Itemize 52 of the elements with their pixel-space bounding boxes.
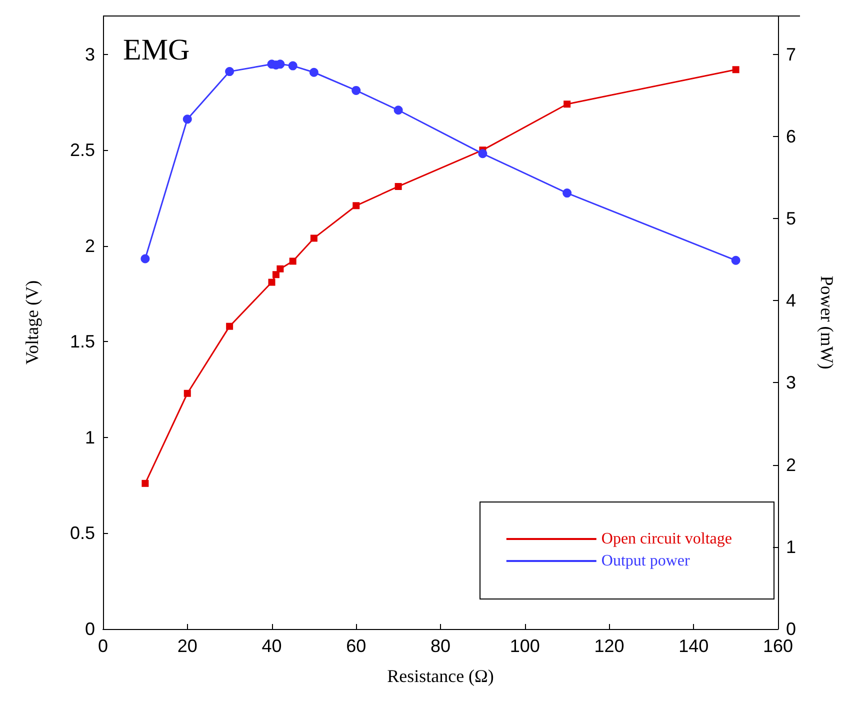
y-tick-label: 0.5 xyxy=(70,523,95,544)
point xyxy=(288,61,298,70)
point xyxy=(352,86,361,95)
point xyxy=(352,202,360,210)
x-axis-title: Resistance (Ω) xyxy=(387,666,494,686)
x-tick-label: 20 xyxy=(177,636,198,656)
x-tick-label: 120 xyxy=(594,636,624,656)
y-tick-label: 1.5 xyxy=(70,332,95,352)
point xyxy=(310,234,318,242)
y2-tick-label: 2 xyxy=(786,454,796,475)
point xyxy=(184,390,191,397)
y-tick-label: 3 xyxy=(84,44,95,64)
point xyxy=(562,188,572,198)
y2-tick-label: 7 xyxy=(786,44,796,64)
y-tick-label: 2 xyxy=(84,236,95,256)
point xyxy=(140,254,150,264)
y2-tick-label: 6 xyxy=(786,126,796,146)
point xyxy=(564,100,571,108)
x-tick-label: 0 xyxy=(98,636,108,656)
point xyxy=(289,258,296,265)
point xyxy=(142,480,149,487)
x-tick-label: 160 xyxy=(762,636,794,656)
x-tick-label: 100 xyxy=(510,636,540,656)
point xyxy=(309,68,318,77)
text: Open circuit voltage xyxy=(601,530,732,548)
text: EMG xyxy=(123,34,190,66)
y2-tick-label: 4 xyxy=(786,290,796,311)
point xyxy=(394,106,403,115)
y-tick-label: 0 xyxy=(84,619,95,639)
y2-tick-label: 0 xyxy=(786,619,796,639)
point xyxy=(272,271,280,278)
y2-tick-label: 5 xyxy=(786,208,796,229)
text: Output power xyxy=(601,552,690,570)
x-tick-label: 60 xyxy=(346,636,366,656)
x-tick-label: 140 xyxy=(678,636,709,656)
point xyxy=(732,66,740,74)
point xyxy=(226,322,234,330)
point xyxy=(394,182,402,190)
x-tick-label: 80 xyxy=(430,636,451,656)
y-tick-label: 1 xyxy=(84,427,95,448)
point xyxy=(276,265,284,272)
x-tick-label: 40 xyxy=(262,636,282,656)
y2-axis-title: Power (mW) xyxy=(817,276,837,370)
y2-tick-label: 3 xyxy=(786,372,796,393)
point xyxy=(268,278,276,286)
point xyxy=(731,256,740,265)
point xyxy=(478,149,488,158)
point xyxy=(182,114,192,124)
y2-tick-label: 1 xyxy=(786,536,796,557)
y-axis-title: Voltage (V) xyxy=(22,280,42,365)
y-tick-label: 2.5 xyxy=(70,140,95,160)
point xyxy=(225,67,234,76)
